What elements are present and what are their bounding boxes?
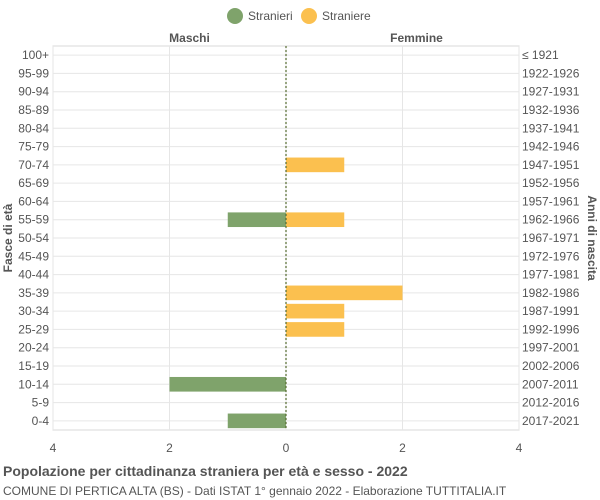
- x-tick-label: 2: [166, 441, 173, 455]
- age-group-label: 10-14: [18, 377, 49, 391]
- age-group-label: 15-19: [18, 359, 49, 373]
- age-group-label: 100+: [22, 48, 49, 62]
- age-group-label: 45-49: [18, 249, 49, 263]
- female-bar: [286, 322, 345, 337]
- birth-year-label: 1942-1946: [522, 140, 580, 154]
- birth-year-label: ≤ 1921: [522, 48, 559, 62]
- y-axis-title-left: Fasce di età: [1, 203, 15, 272]
- birth-year-label: 1952-1956: [522, 176, 580, 190]
- birth-year-label: 2017-2021: [522, 414, 580, 428]
- age-group-label: 35-39: [18, 286, 49, 300]
- legend-swatch-straniere: [301, 8, 317, 24]
- birth-year-label: 1972-1976: [522, 249, 580, 263]
- age-group-label: 40-44: [18, 268, 49, 282]
- femmine-header: Femmine: [390, 31, 443, 45]
- chart-title: Popolazione per cittadinanza straniera p…: [3, 463, 408, 479]
- female-bar: [286, 285, 403, 301]
- x-tick-label: 4: [516, 441, 523, 455]
- birth-year-label: 1937-1941: [522, 121, 580, 135]
- legend-swatch-stranieri: [227, 8, 243, 24]
- birth-year-label: 1932-1936: [522, 103, 580, 117]
- maschi-header: Maschi: [169, 31, 210, 45]
- male-bar: [169, 376, 286, 392]
- birth-year-label: 1987-1991: [522, 304, 580, 318]
- birth-year-label: 1962-1966: [522, 213, 580, 227]
- birth-year-label: 1957-1961: [522, 194, 580, 208]
- age-group-label: 75-79: [18, 140, 49, 154]
- legend-label-straniere: Straniere: [322, 9, 371, 23]
- male-bar: [227, 212, 286, 228]
- birth-year-label: 1997-2001: [522, 341, 580, 355]
- birth-year-label: 1947-1951: [522, 158, 580, 172]
- age-group-label: 5-9: [32, 396, 50, 410]
- x-tick-label: 2: [399, 441, 406, 455]
- birth-year-label: 1977-1981: [522, 268, 580, 282]
- age-group-label: 95-99: [18, 66, 49, 80]
- age-group-label: 20-24: [18, 341, 49, 355]
- birth-year-label: 1982-1986: [522, 286, 580, 300]
- chart-subtitle: COMUNE DI PERTICA ALTA (BS) - Dati ISTAT…: [3, 484, 507, 498]
- birth-year-label: 1927-1931: [522, 85, 580, 99]
- age-group-label: 0-4: [32, 414, 50, 428]
- age-group-label: 25-29: [18, 322, 49, 336]
- birth-year-label: 2007-2011: [522, 377, 579, 391]
- age-group-label: 30-34: [18, 304, 49, 318]
- age-group-label: 90-94: [18, 85, 49, 99]
- age-group-label: 70-74: [18, 158, 49, 172]
- x-tick-label: 4: [50, 441, 57, 455]
- y-axis-title-right: Anni di nascita: [585, 195, 599, 281]
- female-bar: [286, 157, 345, 173]
- age-group-label: 85-89: [18, 103, 49, 117]
- age-group-label: 55-59: [18, 213, 49, 227]
- birth-year-label: 1922-1926: [522, 66, 580, 80]
- female-bar: [286, 303, 345, 319]
- birth-year-label: 2012-2016: [522, 396, 580, 410]
- age-group-label: 65-69: [18, 176, 49, 190]
- birth-year-label: 1992-1996: [522, 322, 580, 336]
- age-group-label: 50-54: [18, 231, 49, 245]
- legend-label-stranieri: Stranieri: [248, 9, 293, 23]
- age-group-label: 80-84: [18, 121, 49, 135]
- female-bar: [286, 212, 345, 228]
- x-tick-label: 0: [283, 441, 290, 455]
- birth-year-label: 2002-2006: [522, 359, 580, 373]
- birth-year-label: 1967-1971: [522, 231, 580, 245]
- male-bar: [227, 413, 286, 429]
- age-group-label: 60-64: [18, 194, 49, 208]
